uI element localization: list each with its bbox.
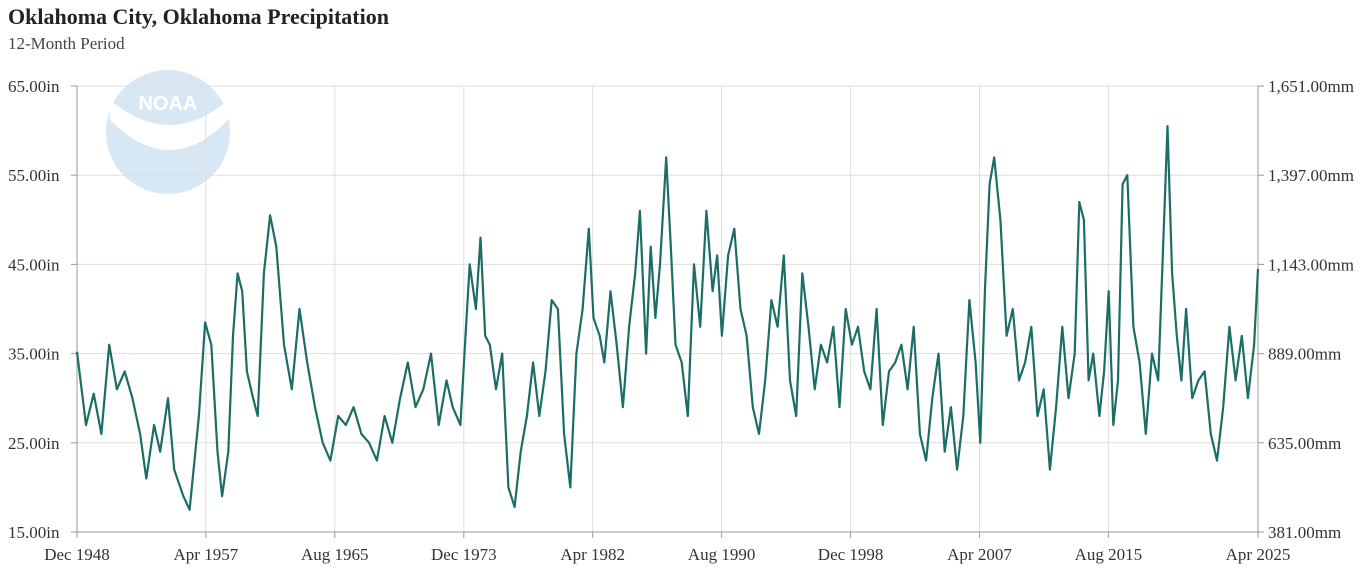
y-left-tick-label: 45.00in	[8, 255, 60, 274]
y-left-tick-label: 65.00in	[8, 77, 60, 96]
x-tick-label: Aug 1965	[301, 545, 369, 564]
chart-title: Oklahoma City, Oklahoma Precipitation	[8, 4, 389, 29]
axes: 15.00in 381.00mm 25.00in 635.00mm 35.00in 889…	[8, 77, 1354, 564]
y-left-tick-label: 55.00in	[8, 166, 60, 185]
noaa-logo-text: NOAA	[139, 93, 198, 115]
y-right-tick-label: 1,651.00mm	[1268, 77, 1354, 96]
y-right-tick-label: 889.00mm	[1268, 345, 1341, 364]
y-right-tick-label: 1,143.00mm	[1268, 255, 1354, 274]
y-left-tick-label: 15.00in	[8, 523, 60, 542]
grid	[76, 85, 1259, 533]
chart-subtitle: 12-Month Period	[8, 34, 125, 53]
y-left-tick-label: 35.00in	[8, 345, 60, 364]
x-tick-label: Apr 1957	[174, 545, 239, 564]
x-tick-label: Dec 1948	[44, 545, 110, 564]
series-line	[75, 124, 1260, 511]
noaa-logo: NOAA	[106, 70, 230, 194]
precipitation-series-line	[75, 124, 1260, 511]
y-right-tick-label: 635.00mm	[1268, 434, 1341, 453]
y-left-tick-label: 25.00in	[8, 434, 60, 453]
x-tick-label: Apr 1982	[560, 545, 625, 564]
x-tick-label: Dec 1998	[818, 545, 884, 564]
y-right-tick-label: 1,397.00mm	[1268, 166, 1354, 185]
x-tick-label: Apr 2007	[947, 545, 1012, 564]
y-right-tick-label: 381.00mm	[1268, 523, 1341, 542]
x-tick-label: Aug 2015	[1075, 545, 1143, 564]
x-tick-label: Dec 1973	[431, 545, 497, 564]
x-tick-label: Apr 2025	[1226, 545, 1291, 564]
x-tick-label: Aug 1990	[688, 545, 756, 564]
